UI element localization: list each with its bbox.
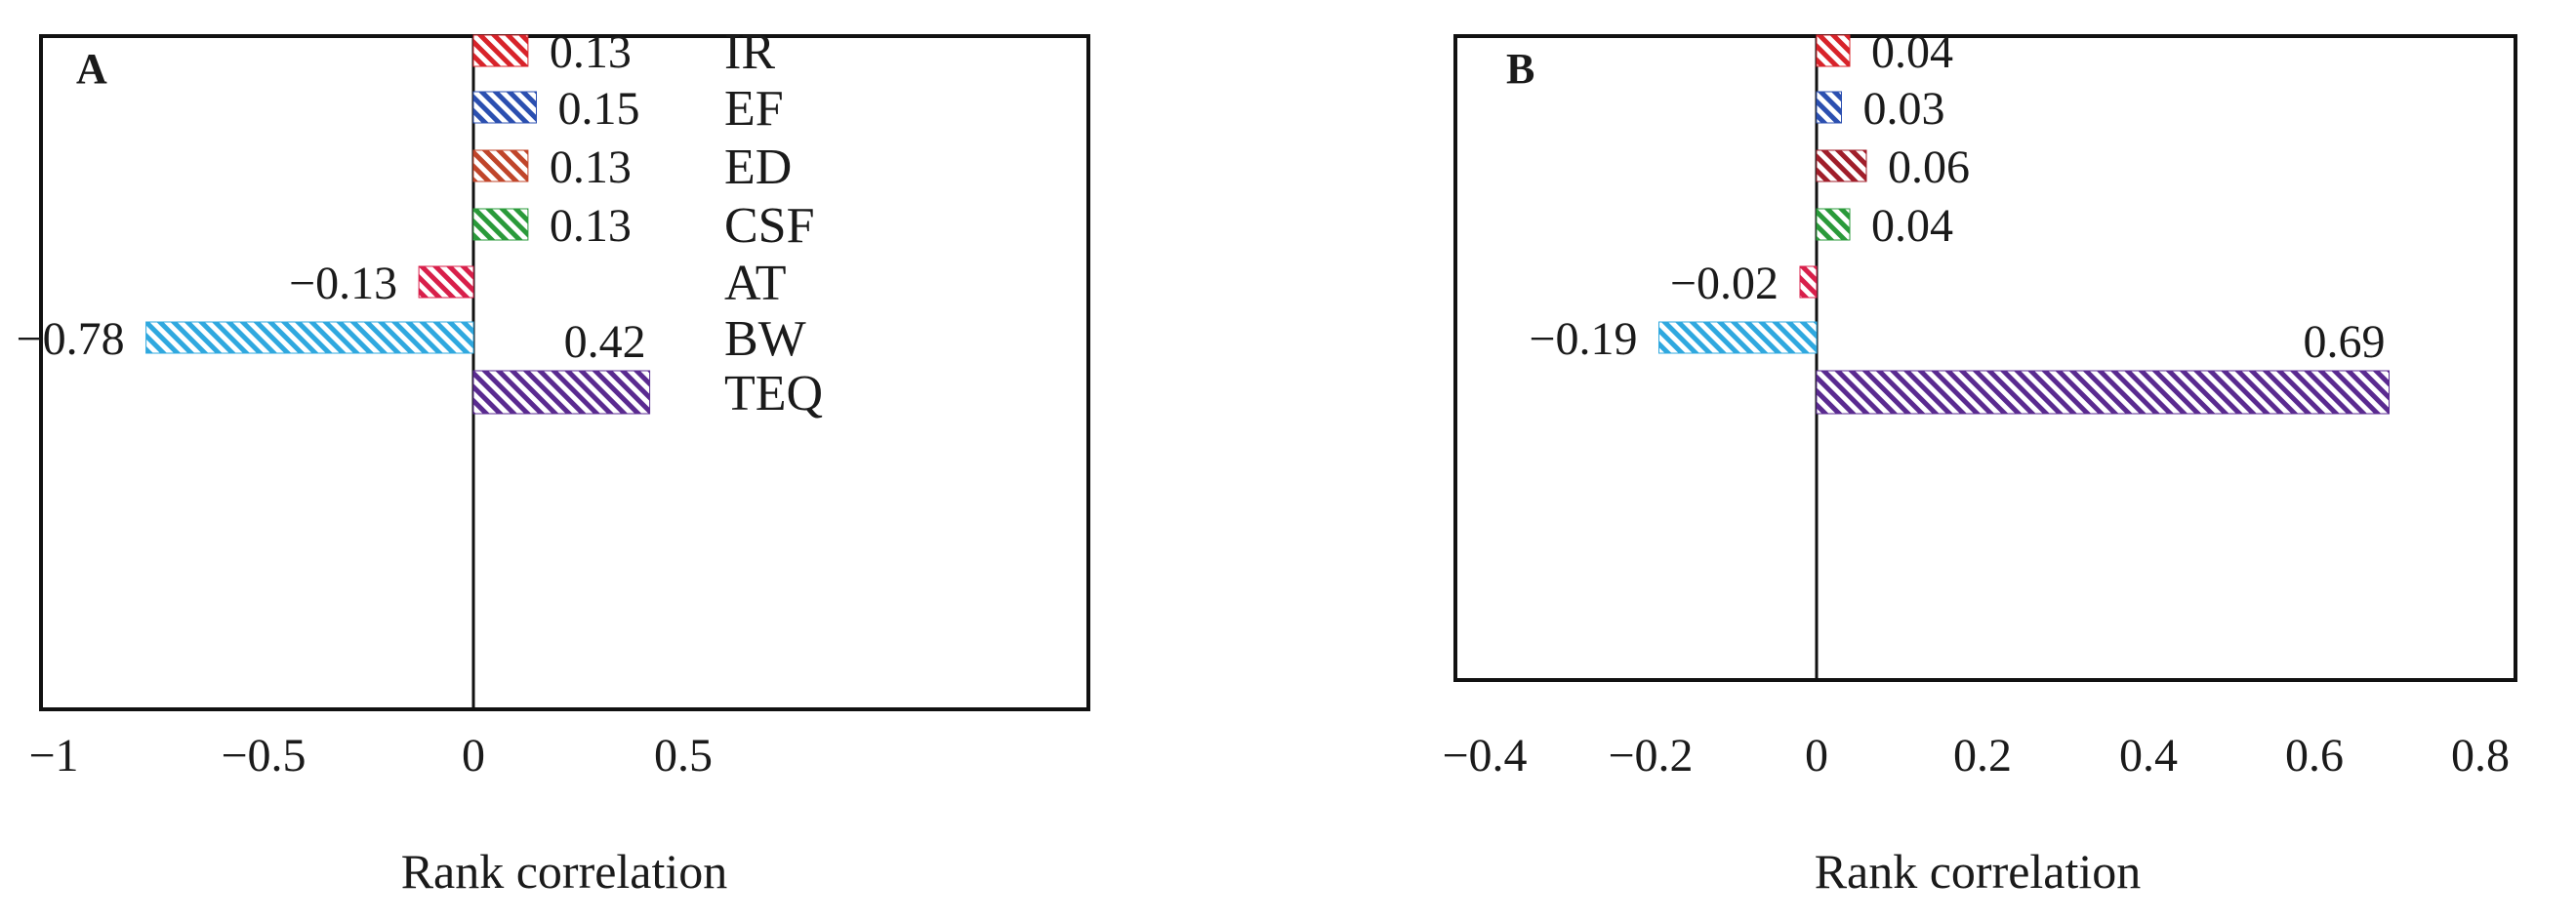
- panel-a-tick-label: 0.5: [654, 730, 713, 782]
- panel-b-tick-label: 0.8: [2451, 730, 2510, 782]
- category-label-at: AT: [724, 256, 787, 311]
- panel-b-bar-ed: [1816, 149, 1867, 182]
- panel-b-value-label-teq: 0.69: [2304, 316, 2386, 368]
- panel-b-tick-label: 0: [1805, 730, 1828, 782]
- category-label-ed: ED: [724, 140, 792, 195]
- panel-a-value-label-teq: 0.42: [564, 316, 646, 368]
- panel-b-tick-label: −0.4: [1442, 730, 1527, 782]
- panel-b-bar-ef: [1816, 91, 1842, 124]
- panel-a-value-label-ed: 0.13: [550, 141, 632, 193]
- panel-a-frame: [39, 34, 1090, 711]
- panel-a-value-label-ir: 0.13: [550, 26, 632, 78]
- panel-a-bar-ef: [472, 91, 537, 124]
- panel-b-frame: [1453, 34, 2517, 682]
- category-label-bw: BW: [724, 311, 806, 367]
- panel-a-xlabel: Rank correlation: [401, 844, 728, 899]
- category-label-teq: TEQ: [724, 366, 823, 421]
- panel-a-tick-label: −1: [28, 730, 78, 782]
- panel-b-tick-label: 0.6: [2285, 730, 2344, 782]
- category-label-csf: CSF: [724, 198, 815, 254]
- panel-b-value-label-ir: 0.04: [1871, 26, 1953, 78]
- panel-a-bar-teq: [472, 370, 651, 415]
- panel-a-bar-at: [418, 265, 474, 299]
- panel-a-tick-label: −0.5: [221, 730, 306, 782]
- panel-b-tick-label: −0.2: [1608, 730, 1693, 782]
- panel-b-tick-label: 0.2: [1953, 730, 2012, 782]
- panel-a-bar-ir: [472, 34, 529, 67]
- panel-b-bar-bw: [1658, 321, 1818, 354]
- panel-b-value-label-bw: −0.19: [1529, 313, 1637, 365]
- panel-a-value-label-bw: −0.78: [17, 313, 125, 365]
- panel-b-value-label-csf: 0.04: [1871, 200, 1953, 252]
- panel-a-letter: A: [76, 45, 107, 93]
- panel-a-bar-csf: [472, 208, 529, 241]
- panel-b-value-label-ef: 0.03: [1863, 83, 1945, 135]
- panel-b-bar-teq: [1816, 370, 2390, 415]
- category-label-ir: IR: [724, 24, 775, 80]
- panel-a-bar-bw: [145, 321, 474, 354]
- panel-a-value-label-ef: 0.15: [558, 83, 640, 135]
- panel-a-value-label-at: −0.13: [289, 258, 397, 309]
- panel-b-letter: B: [1506, 45, 1534, 93]
- panel-b-bar-at: [1799, 265, 1818, 299]
- panel-b-tick-label: 0.4: [2119, 730, 2178, 782]
- panel-a-tick-label: 0: [462, 730, 485, 782]
- panel-b-bar-ir: [1816, 34, 1851, 67]
- panel-b-value-label-at: −0.02: [1670, 258, 1779, 309]
- panel-b-bar-csf: [1816, 208, 1851, 241]
- panel-b-xlabel: Rank correlation: [1815, 844, 2142, 899]
- panel-a-bar-ed: [472, 149, 529, 182]
- panel-b-value-label-ed: 0.06: [1888, 141, 1970, 193]
- panel-a-value-label-csf: 0.13: [550, 200, 632, 252]
- category-label-ef: EF: [724, 81, 784, 137]
